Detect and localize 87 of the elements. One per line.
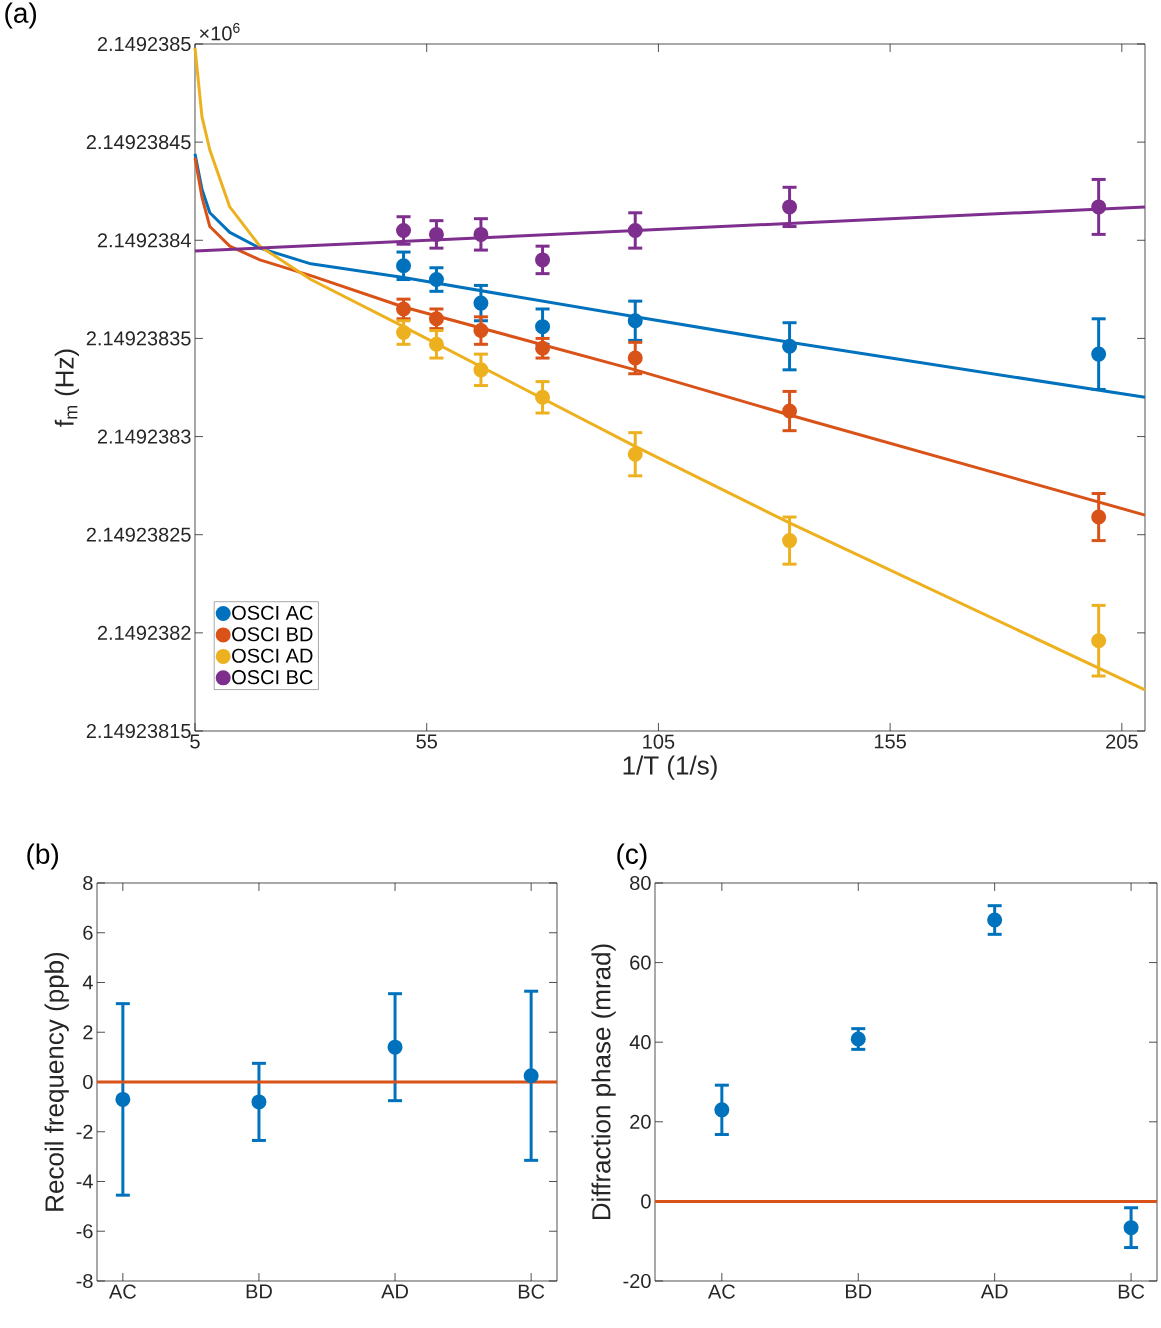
chart-title: (a) — [5, 2, 37, 29]
y-axis-title: f$_{m}$ (Hz) — [54, 349, 79, 427]
y-tick-label: 0 — [641, 1194, 651, 1209]
legend-label: OSCI BC — [232, 670, 313, 685]
point — [782, 338, 798, 354]
point — [396, 301, 412, 317]
point — [428, 226, 444, 242]
x-tick-label: AC — [109, 1284, 136, 1299]
point — [627, 350, 643, 366]
x-tick-label: AD — [381, 1284, 408, 1299]
point — [396, 222, 412, 238]
point — [850, 1031, 866, 1047]
y-tick-label: 2.1492384 — [97, 233, 191, 248]
y-tick-label: 20 — [630, 1114, 651, 1129]
point — [782, 199, 798, 215]
y-axis-title: Diffraction phase (mrad) — [591, 944, 616, 1220]
x-tick-label: BC — [1118, 1284, 1145, 1299]
point — [627, 222, 643, 238]
x-tick-label: 155 — [874, 734, 906, 749]
x-tick-label: 55 — [416, 734, 437, 749]
point — [535, 319, 551, 335]
point — [782, 403, 798, 419]
text: ×10$^{6}$ — [199, 22, 240, 41]
y-tick-label: 6 — [83, 925, 93, 940]
y-tick-label: 2.14923845 — [86, 135, 191, 150]
y-tick-label: 4 — [82, 975, 93, 990]
y-axis-title: Recoil frequency (ppb) — [44, 952, 69, 1211]
x-tick-label: AC — [707, 1284, 735, 1299]
x-tick-label: BC — [518, 1284, 545, 1299]
point — [1091, 509, 1107, 525]
line-series — [193, 156, 1147, 517]
point — [387, 1039, 403, 1055]
point — [714, 1102, 730, 1118]
y-tick-label: -6 — [76, 1224, 93, 1239]
point — [535, 389, 551, 405]
y-tick-label: 2.1492383 — [97, 429, 191, 444]
point — [396, 258, 412, 274]
y-tick-label: 2.14923825 — [86, 527, 191, 542]
x-axis-title: 1/T (1/s) — [623, 755, 717, 780]
point — [523, 1068, 539, 1084]
point — [535, 340, 551, 356]
point — [987, 912, 1003, 928]
y-tick-label: 2.14923835 — [86, 331, 191, 346]
point — [473, 362, 489, 378]
y-tick-label: 60 — [630, 955, 651, 970]
x-tick-label: 205 — [1106, 734, 1138, 749]
x-tick-label: 105 — [643, 734, 675, 749]
point — [428, 336, 444, 352]
point — [627, 313, 643, 329]
chart-title: (c) — [617, 843, 647, 870]
point — [396, 325, 412, 341]
y-tick-label: 2.1492382 — [97, 625, 191, 640]
y-tick-label: -20 — [623, 1273, 651, 1289]
line-series — [193, 152, 1147, 399]
y-tick-label: 2 — [83, 1025, 93, 1040]
point — [473, 226, 489, 242]
point — [428, 272, 444, 288]
x-tick-label: BD — [846, 1284, 872, 1299]
point — [473, 295, 489, 311]
y-tick-label: 40 — [629, 1035, 651, 1050]
line-series — [193, 46, 1147, 692]
y-tick-label: 2.14923815 — [86, 723, 191, 739]
point — [428, 311, 444, 327]
point — [1123, 1220, 1139, 1236]
point — [535, 252, 551, 268]
y-tick-label: 2.1492385 — [97, 36, 191, 52]
point — [473, 323, 489, 339]
y-tick-label: 0 — [83, 1074, 93, 1090]
point — [1091, 633, 1107, 649]
legend-label: OSCI AD — [232, 648, 313, 663]
x-tick-label: 5 — [190, 734, 200, 749]
x-tick-label: BD — [246, 1284, 272, 1299]
y-tick-label: 8 — [83, 875, 93, 891]
y-tick-label: -4 — [76, 1174, 93, 1189]
point — [1091, 346, 1107, 362]
y-tick-label: -8 — [76, 1273, 93, 1289]
legend-label: OSCI AC — [232, 605, 313, 620]
point — [627, 446, 643, 462]
point — [115, 1091, 131, 1107]
point — [1091, 199, 1107, 215]
chart-title: (b) — [27, 843, 59, 870]
point — [251, 1094, 267, 1110]
x-tick-label: AD — [980, 1284, 1008, 1299]
y-tick-label: 80 — [630, 875, 651, 891]
point — [782, 533, 798, 549]
legend-label: OSCI BD — [232, 627, 313, 642]
y-tick-label: -2 — [76, 1124, 93, 1139]
